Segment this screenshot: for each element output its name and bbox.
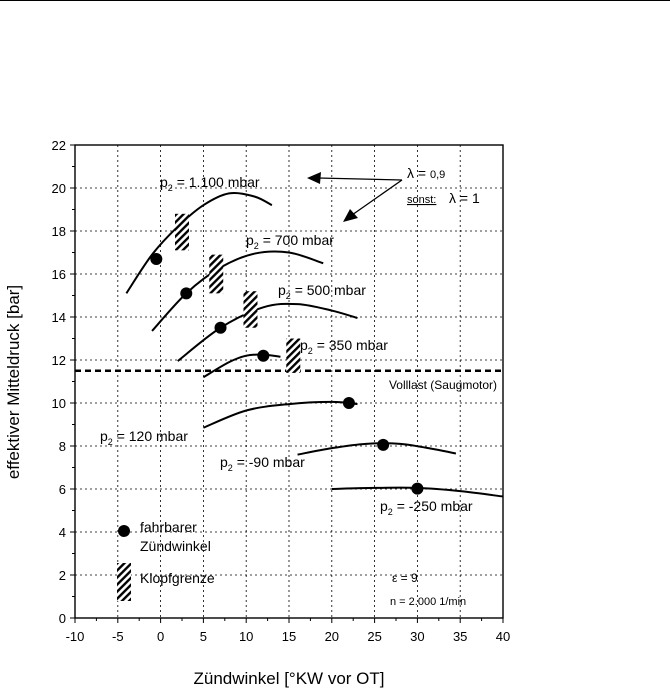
curve-0 xyxy=(125,191,273,294)
series-label-rest: = 120 mbar xyxy=(113,428,188,444)
series-label-3: p2 = 350 mbar xyxy=(300,337,388,356)
sonst-label: sonst: xyxy=(407,194,436,206)
x-tick-label: 0 xyxy=(157,629,164,644)
operating-point-1 xyxy=(180,287,193,300)
curve-5 xyxy=(297,442,457,456)
operating-point-6 xyxy=(411,482,424,495)
series-label-p: p xyxy=(246,232,254,248)
y-tick-label: 20 xyxy=(52,181,66,196)
x-tick-label: 5 xyxy=(200,629,207,644)
series-label-6: p2 = -250 mbar xyxy=(380,498,473,517)
y-tick-label: 2 xyxy=(59,568,66,583)
y-tick-label: 14 xyxy=(52,310,66,325)
y-tick-label: 4 xyxy=(59,525,66,540)
series-label-rest: = 1.100 mbar xyxy=(173,174,260,190)
knock-limits xyxy=(175,213,301,373)
arrow-lower-head xyxy=(343,209,358,222)
series-label-rest: = 700 mbar xyxy=(259,232,334,248)
x-tick-label: 20 xyxy=(325,629,339,644)
x-tick-label: 25 xyxy=(367,629,381,644)
legend-hatch xyxy=(117,563,131,601)
operating-point-3 xyxy=(257,349,270,362)
series-label-rest: = 350 mbar xyxy=(313,337,388,353)
y-tick-label: 6 xyxy=(59,482,66,497)
y-tick-label: 16 xyxy=(52,267,66,282)
x-tick-label: 30 xyxy=(410,629,424,644)
series-label-sub: 2 xyxy=(388,507,393,517)
series-label-rest: = 500 mbar xyxy=(291,282,366,298)
knock-limit-2 xyxy=(243,291,258,328)
legend-knock-label: Klopfgrenze xyxy=(140,570,215,586)
lambda-symbol: λ = xyxy=(407,165,430,181)
y-tick-label: 12 xyxy=(52,353,66,368)
full-load-label: Volllast (Saugmotor) xyxy=(389,378,497,392)
x-tick-label: 35 xyxy=(453,629,467,644)
series-label-p: p xyxy=(300,337,308,353)
series-label-4: p2 = 120 mbar xyxy=(100,428,188,447)
arrow-upper xyxy=(317,177,403,181)
operating-point-4 xyxy=(342,397,355,409)
x-tick-label: -10 xyxy=(66,629,85,644)
legend-dot xyxy=(118,525,130,537)
y-axis-title: effektiver Mitteldruck [bar] xyxy=(4,285,23,479)
operating-points xyxy=(150,252,424,495)
series-label-p: p xyxy=(160,174,168,190)
series-label-rest: = -250 mbar xyxy=(393,498,473,514)
series-label-p: p xyxy=(220,454,228,470)
series-label-2: p2 = 500 mbar xyxy=(278,282,366,301)
series-label-0: p2 = 1.100 mbar xyxy=(160,174,260,193)
series-label-sub: 2 xyxy=(168,183,173,193)
x-tick-label: 10 xyxy=(239,629,253,644)
operating-point-0 xyxy=(150,252,163,265)
knock-limit-3 xyxy=(286,338,301,373)
speed-note: n = 2.000 1/min xyxy=(390,596,466,608)
legend: fahrbarer Zündwinkel Klopfgrenze xyxy=(117,519,215,601)
arrow-lower xyxy=(351,179,403,216)
series-label-rest: = -90 mbar xyxy=(233,454,305,470)
legend-operating-point-label-1: fahrbarer xyxy=(140,519,197,535)
lambda-annotation: λ = 0,9 sonst: λ = 1 xyxy=(307,165,480,222)
top-rule xyxy=(0,0,670,1)
series-label-sub: 2 xyxy=(286,291,291,301)
series-label-sub: 2 xyxy=(228,463,233,473)
legend-operating-point-label-2: Zündwinkel xyxy=(140,538,211,554)
y-tick-label: 8 xyxy=(59,439,66,454)
operating-point-5 xyxy=(377,438,390,451)
arrow-upper-head xyxy=(307,172,321,184)
series-label-p: p xyxy=(100,428,108,444)
series-label-1: p2 = 700 mbar xyxy=(246,232,334,251)
operating-point-2 xyxy=(214,321,227,334)
x-axis-title: Zündwinkel [°KW vor OT] xyxy=(193,669,384,688)
series-label-p: p xyxy=(278,282,286,298)
series-label-sub: 2 xyxy=(308,346,313,356)
lambda-value: 0,9 xyxy=(430,169,445,181)
y-tick-label: 22 xyxy=(52,138,66,153)
x-tick-label: 40 xyxy=(496,629,510,644)
epsilon-note: ε = 9 xyxy=(392,571,418,585)
series-label-5: p2 = -90 mbar xyxy=(220,454,305,473)
axis-ticks xyxy=(70,144,504,623)
series-label-p: p xyxy=(380,498,388,514)
series-label-sub: 2 xyxy=(254,241,259,251)
curve-4 xyxy=(203,400,358,429)
x-tick-label: -5 xyxy=(112,629,124,644)
y-tick-label: 0 xyxy=(59,611,66,626)
lambda-label: λ = 0,9 xyxy=(407,165,445,181)
series-label-sub: 2 xyxy=(108,437,113,447)
y-tick-label: 10 xyxy=(52,396,66,411)
y-tick-label: 18 xyxy=(52,224,66,239)
x-tick-label: 15 xyxy=(282,629,296,644)
sonst-value: λ = 1 xyxy=(449,190,480,206)
knock-limit-1 xyxy=(209,254,224,294)
knock-limit-0 xyxy=(175,213,189,251)
